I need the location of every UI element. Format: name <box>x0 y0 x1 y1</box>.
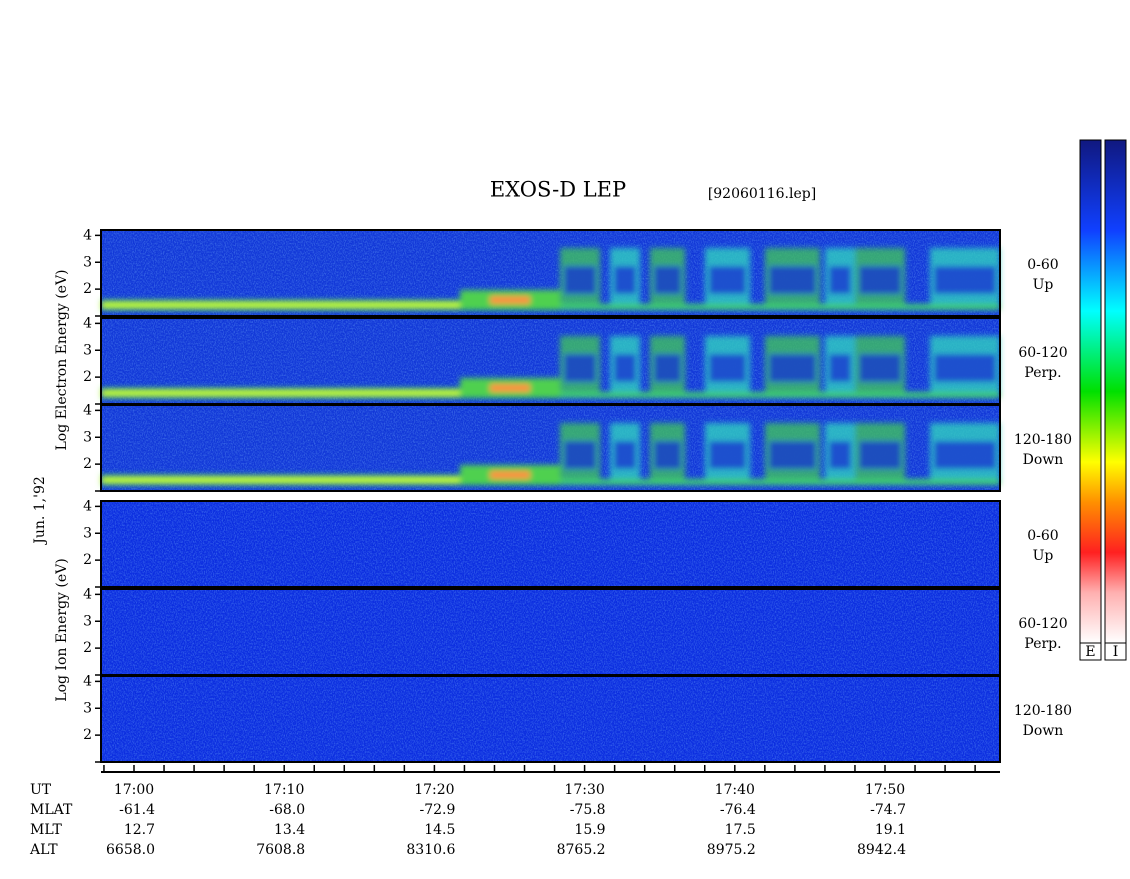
row-label: MLT <box>30 822 62 838</box>
pitch-label: 60-120 <box>1018 345 1067 361</box>
x-tick-label: 17:00 <box>114 782 154 798</box>
row-value: 8765.2 <box>557 842 606 858</box>
y-tick-label: 3 <box>83 613 92 629</box>
pitch-label: Down <box>1023 723 1064 739</box>
x-tick-label: 17:40 <box>715 782 755 798</box>
pitch-label: 60-120 <box>1018 616 1067 632</box>
spectrogram-noise <box>101 501 1000 587</box>
y-tick-label: 3 <box>83 429 92 445</box>
colorbar-label: E <box>1085 644 1095 660</box>
y-tick-label: 2 <box>83 727 92 743</box>
colorbar-label: I <box>1113 644 1119 660</box>
colorbar-box <box>1079 642 1102 661</box>
colorbar <box>1079 139 1102 644</box>
x-tick-label: 17:20 <box>414 782 454 798</box>
x-tick-label: 17:10 <box>264 782 304 798</box>
row-value: 12.7 <box>124 822 155 838</box>
y-tick-label: 4 <box>83 402 92 418</box>
row-value: -76.4 <box>720 802 756 818</box>
date-label: Jun. 1,'92 <box>32 476 48 546</box>
y-tick-label: 2 <box>83 552 92 568</box>
colorbar-box <box>1104 642 1127 661</box>
row-value: -68.0 <box>269 802 305 818</box>
panel-frame <box>100 675 1001 763</box>
y-tick-label: 3 <box>83 254 92 270</box>
panel-frame <box>100 404 1001 492</box>
y-tick-label: 4 <box>83 586 92 602</box>
panel <box>100 317 1001 405</box>
spectrogram-noise <box>101 676 1000 762</box>
panel-frame <box>100 229 1001 317</box>
y-tick-label: 4 <box>83 673 92 689</box>
y-tick-label: 4 <box>83 498 92 514</box>
x-tick-label: 17:30 <box>564 782 604 798</box>
panel <box>100 229 1001 317</box>
y-axis-label: Log Electron Energy (eV) <box>54 269 70 450</box>
y-tick-label: 2 <box>83 640 92 656</box>
y-axis-label: Log Ion Energy (eV) <box>54 558 70 701</box>
file-name: [92060116.lep] <box>708 186 816 202</box>
row-value: 6658.0 <box>106 842 155 858</box>
row-value: -74.7 <box>870 802 906 818</box>
pitch-label: Down <box>1023 452 1064 468</box>
row-label: ALT <box>29 842 58 858</box>
panel <box>100 675 1001 763</box>
pitch-label: Up <box>1033 548 1054 564</box>
row-value: 7608.8 <box>256 842 305 858</box>
pitch-label: 120-180 <box>1014 432 1072 448</box>
row-value: 14.5 <box>424 822 455 838</box>
row-value: 19.1 <box>875 822 906 838</box>
row-label: MLAT <box>30 802 73 818</box>
panel <box>100 404 1001 492</box>
row-label: UT <box>30 782 52 798</box>
y-tick-label: 3 <box>83 700 92 716</box>
pitch-label: Perp. <box>1024 365 1061 381</box>
row-value: 13.4 <box>274 822 305 838</box>
chart-title: EXOS-D LEP <box>490 178 626 202</box>
row-value: -75.8 <box>570 802 606 818</box>
x-tick-label: 17:50 <box>865 782 905 798</box>
panel-frame <box>100 500 1001 588</box>
row-value: 8310.6 <box>406 842 455 858</box>
y-tick-label: 2 <box>83 281 92 297</box>
y-tick-label: 3 <box>83 525 92 541</box>
pitch-label: 0-60 <box>1027 528 1058 544</box>
pitch-label: 0-60 <box>1027 257 1058 273</box>
pitch-label: 120-180 <box>1014 703 1072 719</box>
pitch-label: Perp. <box>1024 636 1061 652</box>
spectrogram-noise <box>101 589 1000 675</box>
y-tick-label: 2 <box>83 456 92 472</box>
panel <box>100 500 1001 588</box>
row-value: 8975.2 <box>707 842 756 858</box>
row-value: -72.9 <box>419 802 455 818</box>
panel <box>100 588 1001 676</box>
row-value: 8942.4 <box>857 842 906 858</box>
y-tick-label: 4 <box>83 227 92 243</box>
y-tick-label: 2 <box>83 369 92 385</box>
row-value: 17.5 <box>725 822 756 838</box>
y-tick-label: 3 <box>83 342 92 358</box>
colorbar <box>1104 139 1127 644</box>
pitch-label: Up <box>1033 277 1054 293</box>
row-value: 15.9 <box>574 822 605 838</box>
y-tick-label: 4 <box>83 315 92 331</box>
row-value: -61.4 <box>119 802 155 818</box>
